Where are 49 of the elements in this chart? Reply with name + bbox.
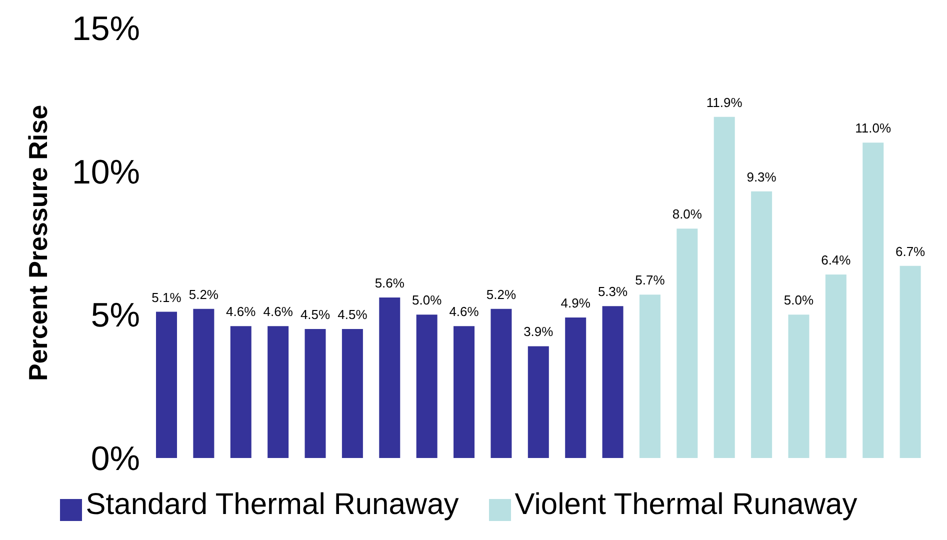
- legend-label: Standard Thermal Runaway: [86, 488, 459, 521]
- y-tick-label: 10%: [72, 153, 140, 192]
- y-tick-label: 15%: [72, 10, 140, 48]
- y-axis-title: Percent Pressure Rise: [23, 104, 54, 382]
- bar: [268, 326, 289, 458]
- y-tick-label: 5%: [90, 296, 140, 335]
- data-label: 6.7%: [895, 244, 926, 259]
- bar: [379, 297, 400, 458]
- data-label: 5.6%: [374, 275, 405, 290]
- data-label: 5.3%: [598, 284, 628, 300]
- data-label: 4.5%: [300, 307, 331, 322]
- data-label: 9.3%: [746, 169, 777, 184]
- data-label: 5.1%: [152, 290, 182, 305]
- bar: [193, 308, 214, 458]
- data-label: 4.9%: [560, 296, 591, 311]
- bar: [230, 326, 252, 458]
- data-label: 11.9%: [706, 94, 743, 110]
- bar: [639, 294, 660, 458]
- data-label: 5.0%: [412, 292, 442, 308]
- data-label: 3.9%: [524, 324, 554, 340]
- data-label: 6.4%: [821, 252, 852, 268]
- bar: [156, 312, 177, 458]
- bar: [416, 314, 438, 458]
- y-tick-label: 0%: [90, 440, 140, 478]
- data-label: 4.6%: [226, 304, 256, 320]
- data-label: 5.7%: [635, 272, 666, 288]
- data-label: 5.2%: [486, 286, 516, 302]
- bar: [900, 266, 921, 458]
- data-label: 11.0%: [855, 120, 892, 136]
- data-label: 4.5%: [338, 307, 368, 322]
- data-label: 5.2%: [188, 286, 219, 302]
- bar: [342, 329, 363, 458]
- data-label: 4.6%: [263, 304, 294, 320]
- bar: [862, 142, 884, 458]
- bar: [490, 308, 512, 458]
- bar: [565, 318, 586, 458]
- bar: [304, 329, 326, 458]
- bar: [825, 274, 846, 458]
- data-label: 8.0%: [672, 206, 702, 222]
- legend-label: Violent Thermal Runaway: [514, 488, 858, 521]
- data-label: 5.0%: [784, 292, 814, 308]
- bar: [528, 346, 549, 458]
- data-label: 4.6%: [449, 304, 480, 320]
- bar: [751, 191, 772, 458]
- bar: [602, 306, 624, 458]
- bar: [676, 228, 698, 458]
- bar: [788, 314, 810, 458]
- bar: [454, 326, 475, 458]
- bar: [714, 116, 735, 458]
